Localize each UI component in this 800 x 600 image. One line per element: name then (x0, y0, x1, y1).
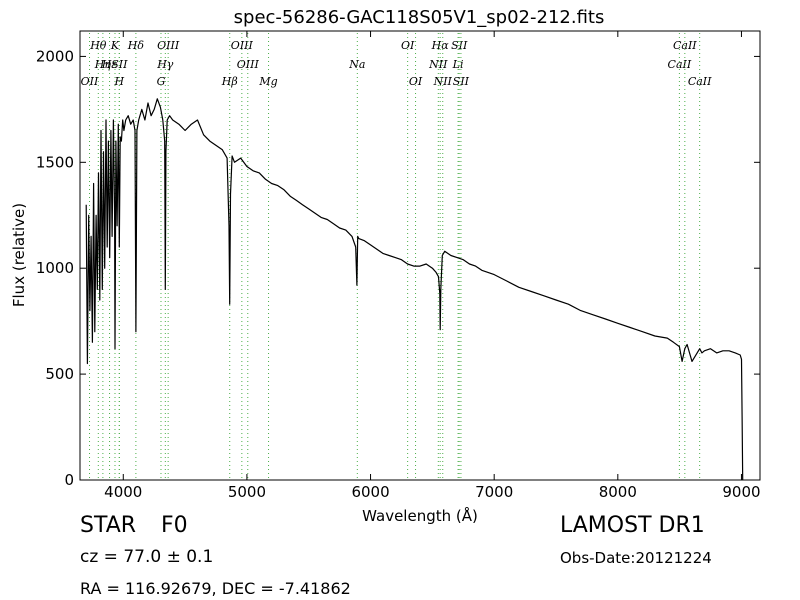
line-label: SII (451, 39, 468, 52)
line-label: Hθ (89, 39, 107, 52)
line-label: OIII (231, 39, 254, 52)
subclass: F0 (161, 513, 188, 538)
line-label: Hγ (156, 58, 174, 71)
plot-frame (79, 30, 761, 481)
line-label: OI (401, 39, 415, 52)
line-label: OII (81, 75, 99, 88)
line-label: OIII (237, 58, 260, 71)
line-label: K (110, 39, 120, 52)
line-label: Hα (431, 39, 450, 52)
line-label: NII (433, 75, 453, 88)
spectrum-plot (85, 98, 744, 481)
spectrum-line (85, 98, 744, 481)
line-label: SII (453, 75, 470, 88)
x-tick-label: 5000 (228, 483, 266, 501)
line-label: OIII (157, 39, 180, 52)
line-label: Li (452, 58, 464, 71)
coordinates: RA = 116.92679, DEC = -7.41862 (80, 579, 351, 598)
x-tick-label: 4000 (104, 483, 142, 501)
line-label: OI (409, 75, 423, 88)
line-label: Hη (94, 58, 112, 71)
line-label: H (114, 75, 125, 88)
y-tick-label: 2000 (36, 47, 74, 65)
line-label: Hδ (127, 39, 145, 52)
line-label: Mg (258, 75, 277, 88)
line-label: CaII (668, 58, 692, 71)
observation-date: Obs-Date:20121224 (560, 549, 712, 567)
line-label: Hβ (221, 75, 238, 88)
line-label: SII (111, 58, 128, 71)
redshift-value: cz = 77.0 ± 0.1 (80, 547, 214, 567)
y-tick-label: 1000 (36, 259, 74, 277)
survey-name: LAMOST DR1 (560, 513, 705, 538)
x-tick-label: 9000 (722, 483, 760, 501)
class-type: STAR (80, 513, 137, 538)
line-label: NII (428, 58, 448, 71)
line-label: CaII (688, 75, 712, 88)
object-class: STAR F0 (80, 513, 188, 538)
y-axis-label: Flux (relative) (10, 203, 28, 307)
line-label: Na (348, 58, 365, 71)
line-label: G (157, 75, 166, 88)
line-label: Hε (101, 58, 118, 71)
x-tick-label: 7000 (475, 483, 513, 501)
y-tick-label: 0 (64, 471, 74, 489)
y-tick-label: 500 (45, 365, 74, 383)
x-tick-label: 8000 (599, 483, 637, 501)
x-tick-label: 6000 (351, 483, 389, 501)
x-axis-label: Wavelength (Å) (362, 506, 478, 525)
chart-title: spec-56286-GAC118S05V1_sp02-212.fits (234, 7, 605, 28)
y-tick-label: 1500 (36, 153, 74, 171)
axis-ticks: 4000 5000 6000 7000 8000 9000 0 500 1000 1500 2000 (36, 31, 761, 501)
line-label: CaII (673, 39, 697, 52)
